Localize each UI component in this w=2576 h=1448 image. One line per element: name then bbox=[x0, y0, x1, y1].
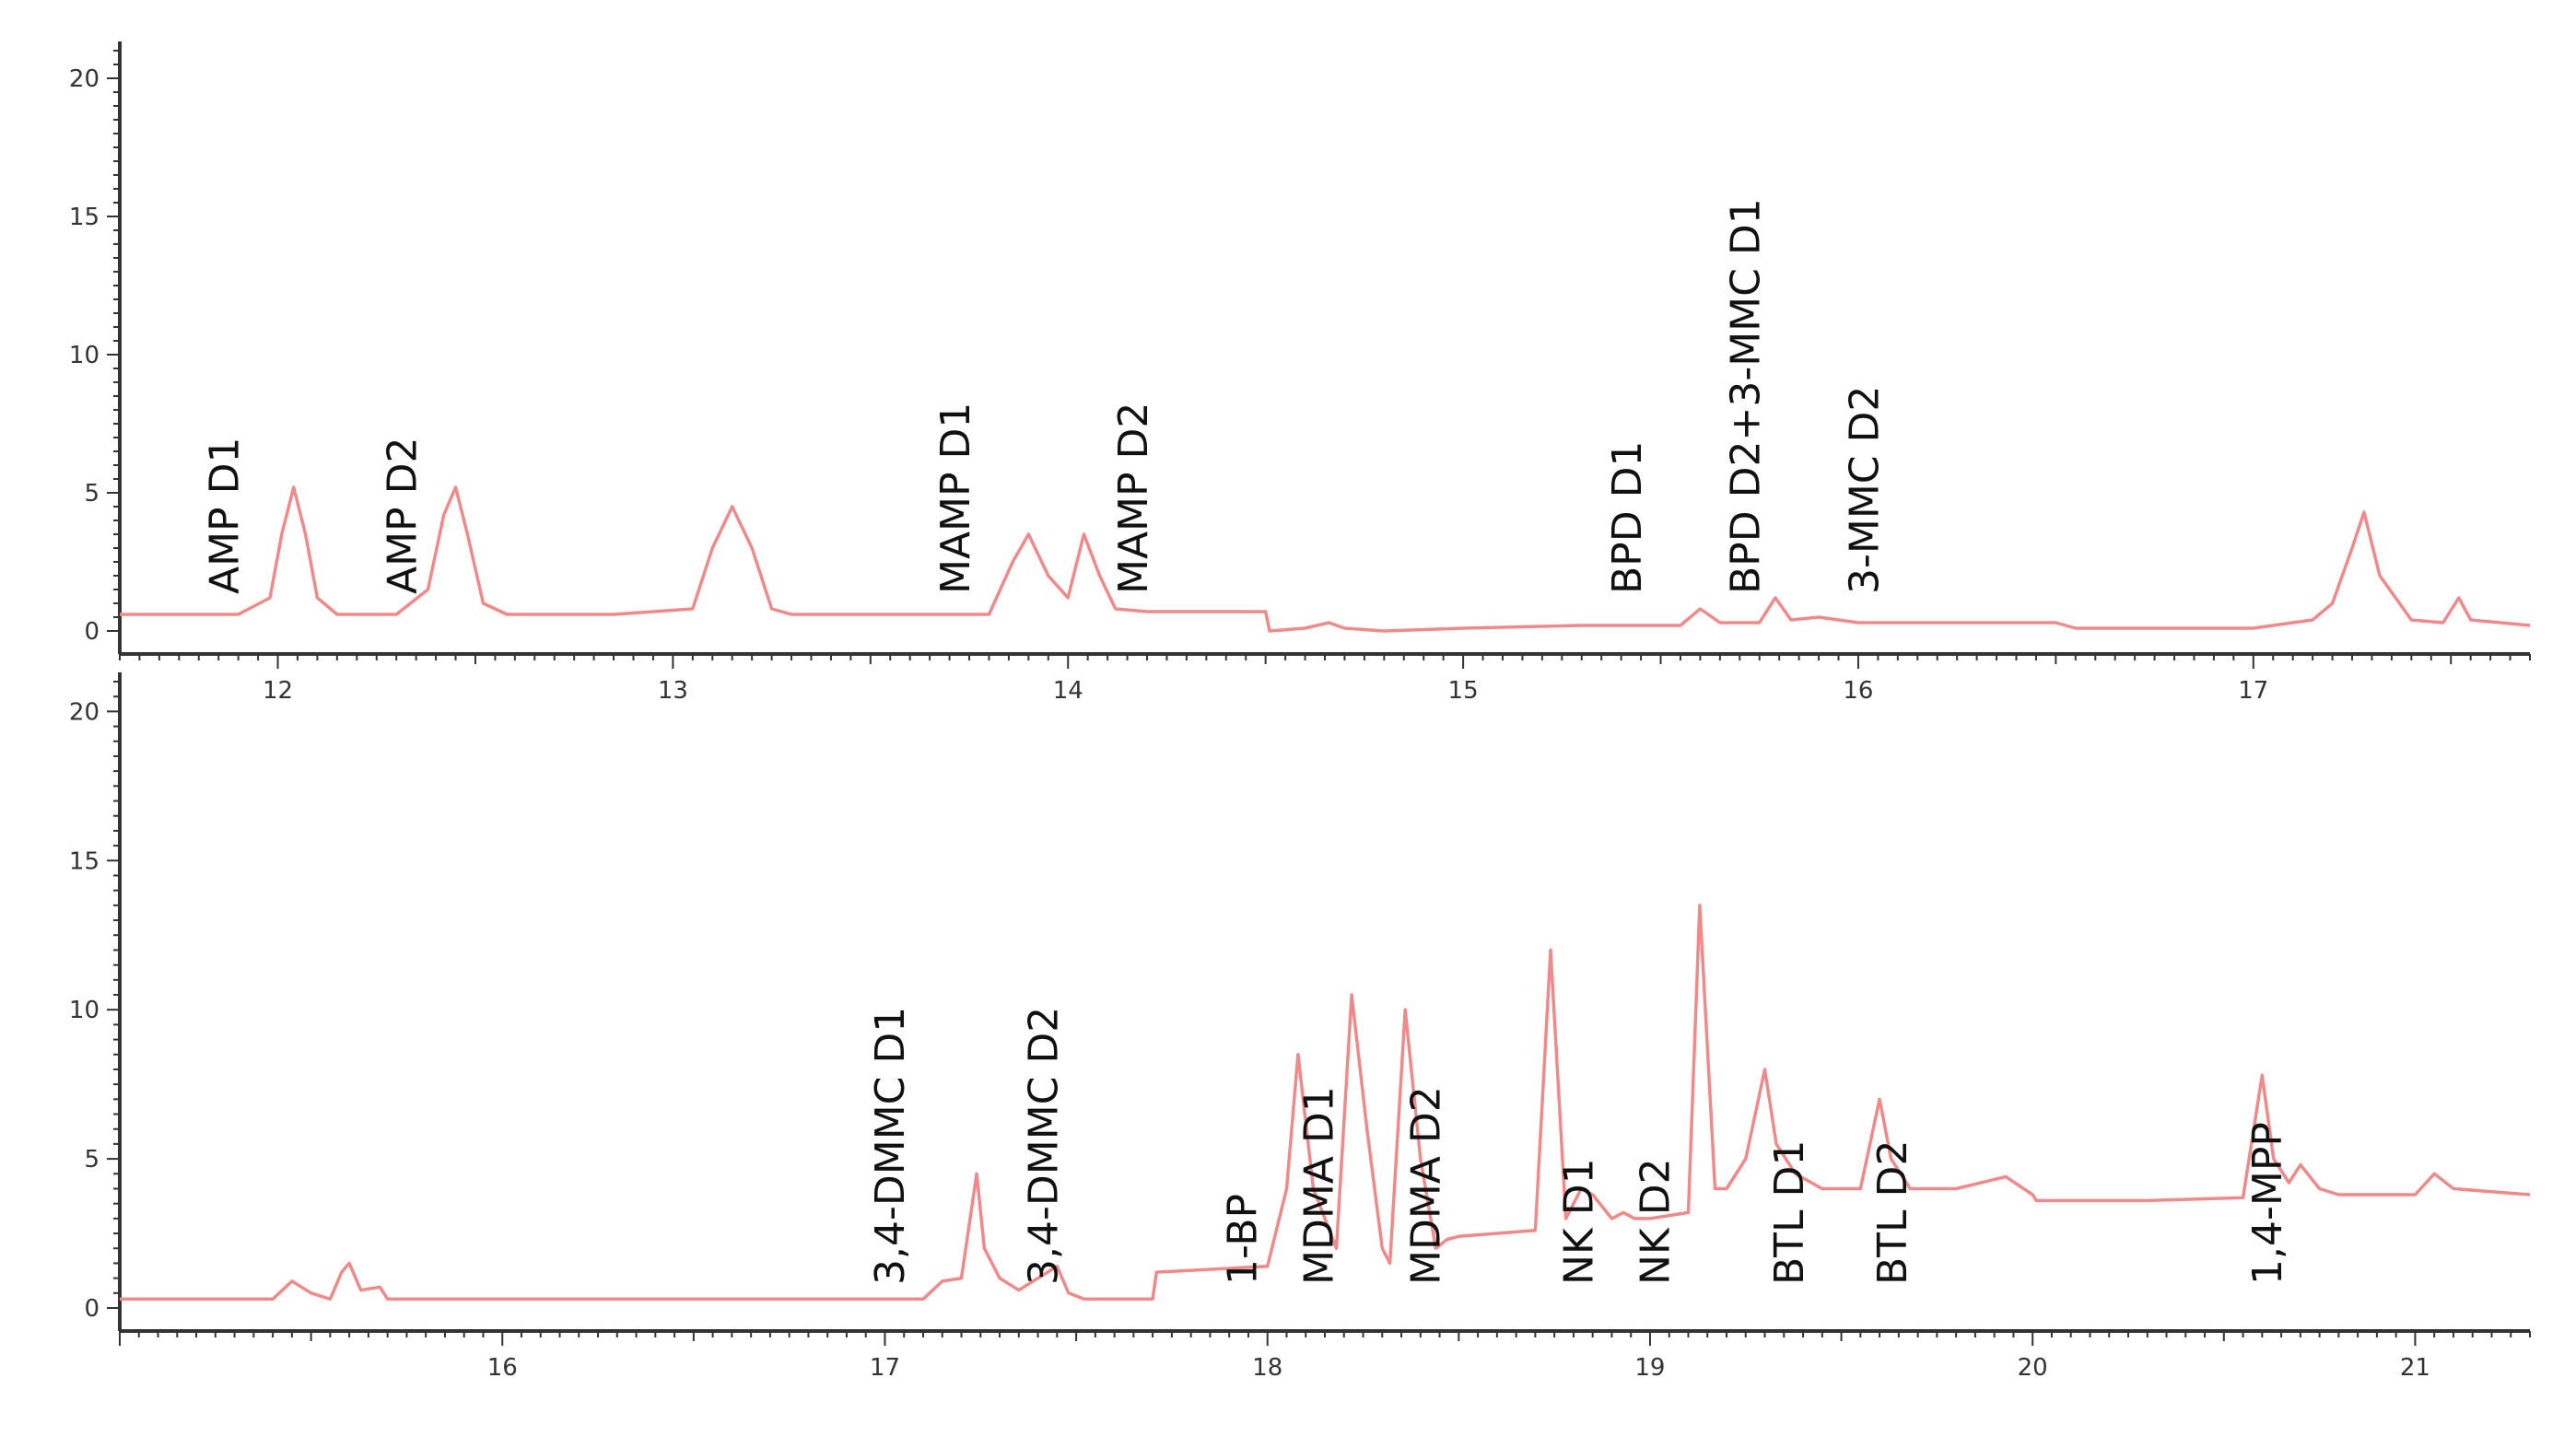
x-tick-label: 17 bbox=[870, 1354, 900, 1382]
peak-label: 1-BP bbox=[1219, 1194, 1266, 1285]
y-tick-label: 20 bbox=[69, 698, 100, 726]
chromatogram-trace bbox=[120, 904, 2531, 1302]
peak-label: BTL D2 bbox=[1869, 1140, 1916, 1285]
y-tick-label: 5 bbox=[84, 480, 100, 508]
peak-label: AMP D2 bbox=[380, 438, 427, 594]
peak-label: BPD D1 bbox=[1604, 441, 1651, 594]
bottom-chromatogram-panel: 0 5 10 15 20 16 17 18 19 20 21 3,4-DMMC D1 3,4-DMMC … bbox=[69, 672, 2531, 1382]
peak-label: NK D2 bbox=[1633, 1158, 1680, 1285]
x-tick-label: 18 bbox=[1252, 1354, 1282, 1382]
peak-label: BTL D1 bbox=[1766, 1140, 1813, 1285]
y-tick-label: 10 bbox=[69, 997, 100, 1024]
x-tick-label: 16 bbox=[1843, 677, 1873, 705]
x-tick-label: 16 bbox=[487, 1354, 518, 1382]
x-tick-label: 17 bbox=[2238, 677, 2268, 705]
peak-label: MDMA D2 bbox=[1403, 1086, 1450, 1285]
chromatogram-trace bbox=[120, 485, 2531, 633]
peak-label: MAMP D1 bbox=[932, 403, 979, 594]
x-tick-label: 14 bbox=[1053, 677, 1083, 705]
x-tick-label: 15 bbox=[1448, 677, 1479, 705]
y-tick-label: 15 bbox=[69, 847, 100, 875]
x-tick-label: 21 bbox=[2400, 1354, 2430, 1382]
x-tick-label: 13 bbox=[658, 677, 688, 705]
peak-label: 3,4-DMMC D1 bbox=[867, 1007, 914, 1285]
y-tick-label: 5 bbox=[84, 1146, 100, 1174]
y-tick-label: 10 bbox=[69, 342, 100, 369]
y-tick-label: 20 bbox=[69, 65, 100, 93]
peak-label: 3-MMC D2 bbox=[1841, 386, 1888, 594]
peak-label: 3,4-DMMC D2 bbox=[1020, 1007, 1067, 1285]
top-chromatogram-panel: 0 5 10 15 20 12 13 14 15 16 17 AMP D1 AMP D2 MAMP D1 M… bbox=[69, 41, 2531, 705]
peak-label: MDMA D1 bbox=[1295, 1086, 1342, 1285]
x-tick-label: 19 bbox=[1634, 1354, 1665, 1382]
x-tick-label: 12 bbox=[263, 677, 293, 705]
peak-label: MAMP D2 bbox=[1110, 403, 1157, 594]
peak-label: AMP D1 bbox=[202, 438, 249, 594]
peak-label: NK D1 bbox=[1556, 1158, 1603, 1285]
y-tick-label: 0 bbox=[84, 1295, 100, 1323]
y-tick-label: 0 bbox=[84, 618, 100, 646]
peak-label: 1,4-MPP bbox=[2244, 1122, 2291, 1285]
peak-label: BPD D2+3-MMC D1 bbox=[1723, 198, 1770, 594]
y-tick-label: 15 bbox=[69, 204, 100, 231]
x-tick-label: 20 bbox=[2018, 1354, 2048, 1382]
